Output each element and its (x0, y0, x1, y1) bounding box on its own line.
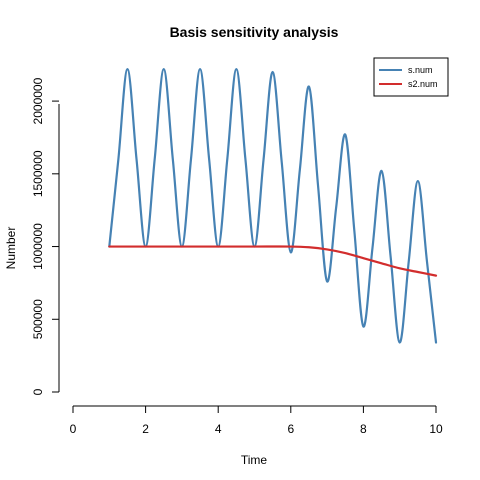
y-tick-label-2: 1000000 (31, 223, 45, 270)
legend-entry-s2-num: s2.num (408, 79, 438, 89)
y-ticks: 0 500000 1000000 1500000 2000000 (31, 77, 59, 395)
legend-entry-s-num: s.num (408, 65, 433, 75)
y-tick-label-0: 0 (31, 388, 45, 395)
x-tick-label-4: 8 (360, 422, 367, 436)
x-ticks: 0 2 4 6 8 10 (70, 406, 443, 436)
x-tick-label-3: 6 (287, 422, 294, 436)
legend: s.num s2.num (373, 57, 449, 97)
series-line-s-num (108, 67, 438, 344)
x-tick-label-0: 0 (70, 422, 77, 436)
legend-box (373, 57, 449, 97)
series-line-s2-num (108, 245, 438, 277)
y-tick-label-1: 500000 (31, 299, 45, 339)
x-tick-label-5: 10 (429, 422, 443, 436)
y-tick-label-4: 2000000 (31, 77, 45, 124)
y-tick-label-3: 1500000 (31, 150, 45, 197)
chart-title: Basis sensitivity analysis (170, 24, 339, 40)
axes: 0 2 4 6 8 10 0 500000 1000000 1500000 2000000 (31, 77, 443, 436)
x-tick-label-2: 4 (215, 422, 222, 436)
plot-lines (108, 67, 438, 344)
x-axis-label: Time (241, 453, 268, 467)
y-axis-label: Number (4, 227, 18, 270)
x-tick-label-1: 2 (142, 422, 149, 436)
